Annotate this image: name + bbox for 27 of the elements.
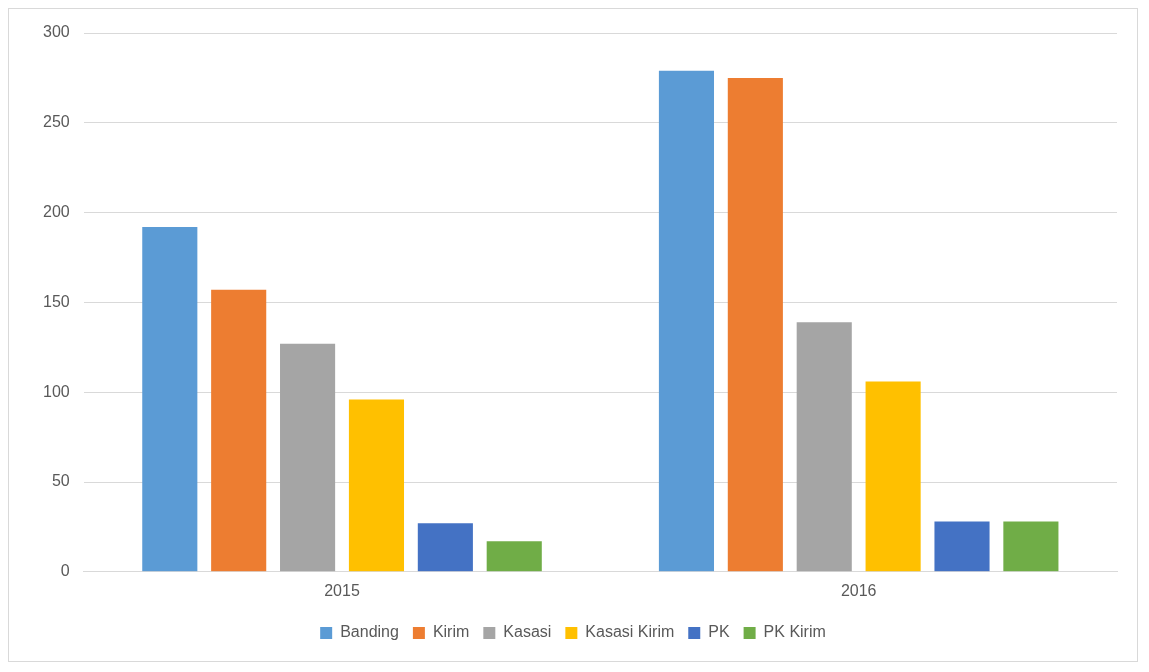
bar xyxy=(348,399,405,572)
x-tick-label: 2016 xyxy=(840,581,877,599)
bar xyxy=(727,77,783,572)
y-tick-label: 200 xyxy=(42,203,70,221)
legend-label: Banding xyxy=(340,623,399,641)
legend-label: Kasasi Kirim xyxy=(585,623,675,641)
bar xyxy=(658,70,715,572)
bar xyxy=(417,523,473,572)
bar xyxy=(486,541,542,572)
x-tick-label: 2015 xyxy=(324,581,360,599)
bar xyxy=(1003,521,1059,572)
bar xyxy=(934,521,990,572)
y-tick-label: 250 xyxy=(42,113,70,131)
y-tick-label: 150 xyxy=(42,292,70,310)
legend-label: Kasasi xyxy=(503,623,552,641)
bar xyxy=(280,343,336,572)
y-tick-label: 0 xyxy=(60,562,70,580)
bar xyxy=(865,381,921,572)
legend-label: PK xyxy=(708,623,730,641)
bar xyxy=(211,289,267,572)
bar xyxy=(796,322,852,572)
legend-label: Kirim xyxy=(432,623,470,641)
y-tick-label: 50 xyxy=(51,472,70,490)
bar xyxy=(142,226,198,572)
y-tick-label: 100 xyxy=(42,382,70,400)
y-tick-label: 300 xyxy=(42,23,70,41)
legend-label: PK Kirim xyxy=(763,623,826,641)
